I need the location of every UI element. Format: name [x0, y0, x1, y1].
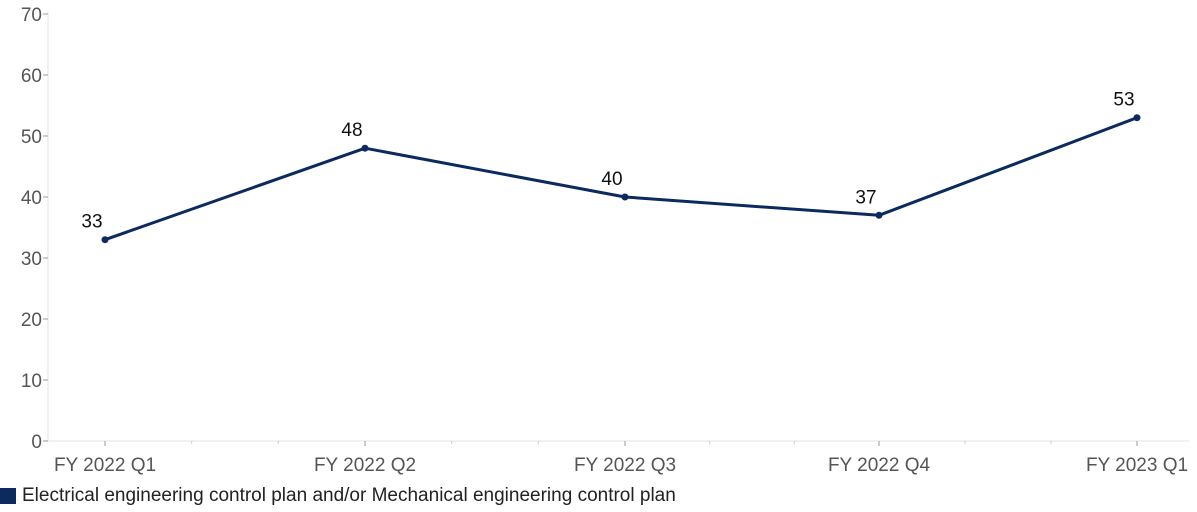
- data-label: 40: [601, 169, 622, 190]
- x-tick-label: FY 2023 Q1: [1086, 455, 1188, 476]
- series: [101, 114, 1141, 244]
- y-tick-label: 40: [21, 188, 42, 209]
- data-point: [1133, 114, 1141, 122]
- x-tick-label: FY 2022 Q3: [574, 455, 676, 476]
- y-tick-label: 60: [21, 66, 42, 87]
- x-tick-label: FY 2022 Q1: [54, 455, 156, 476]
- tick-labels: 0 10 20 30 40 50 60 70 FY 2022 Q1 FY 2022 Q2 FY 20…: [21, 5, 1188, 476]
- y-tick-label: 70: [21, 5, 42, 26]
- legend-swatch: [0, 488, 16, 504]
- data-label: 53: [1113, 90, 1134, 111]
- x-tick-label: FY 2022 Q4: [828, 455, 931, 476]
- y-tick-label: 10: [21, 371, 42, 392]
- line-chart: 0 10 20 30 40 50 60 70 FY 2022 Q1 FY 2022 Q2 FY 20…: [21, 5, 1189, 476]
- data-point: [621, 193, 629, 201]
- y-tick-label: 0: [31, 432, 42, 453]
- data-labels: 33 48 40 37 53: [81, 90, 1134, 233]
- data-point: [101, 236, 109, 244]
- y-tick-label: 50: [21, 127, 42, 148]
- y-tick-label: 30: [21, 249, 42, 270]
- data-point: [361, 144, 369, 152]
- data-label: 48: [341, 120, 362, 141]
- data-label: 33: [81, 212, 102, 233]
- data-point: [875, 211, 883, 219]
- data-label: 37: [855, 187, 876, 208]
- axes: [43, 12, 1189, 446]
- x-tick-label: FY 2022 Q2: [314, 455, 416, 476]
- legend-label: Electrical engineering control plan and/…: [22, 485, 676, 506]
- legend: Electrical engineering control plan and/…: [0, 484, 676, 508]
- y-tick-label: 20: [21, 310, 42, 331]
